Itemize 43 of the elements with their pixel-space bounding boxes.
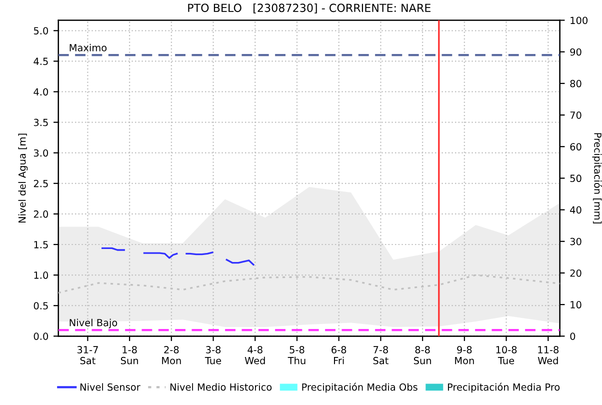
- y-tick-label: 4.0: [34, 88, 48, 96]
- y-tick-label: 0.5: [34, 302, 48, 310]
- legend-label: Nivel Sensor: [80, 383, 140, 391]
- legend-label: Nivel Medio Historico: [170, 383, 272, 391]
- y-tick-label: 3.5: [34, 118, 48, 126]
- y2-tick-label: 0: [570, 332, 576, 340]
- x-tick-label: 31-7 Sat: [77, 346, 98, 364]
- y2-tick-label: 30: [570, 238, 582, 246]
- chart-title: PTO BELO [23087230] - CORRIENTE: NARE: [188, 3, 430, 14]
- y-tick-label: 1.0: [34, 272, 48, 279]
- y2-axis-title: Precipitación [mm]: [592, 133, 602, 224]
- y2-tick-label: 90: [570, 48, 582, 56]
- x-tick-label: 11-8 Wed: [538, 346, 559, 364]
- y-tick-label: 2.0: [34, 210, 48, 218]
- x-tick-label: 7-8 Sat: [373, 346, 388, 364]
- x-tick-label: 8-8 Sun: [414, 346, 431, 364]
- x-tick-label: 9-8 Mon: [455, 346, 474, 364]
- x-tick-label: 2-8 Mon: [162, 346, 181, 364]
- y-tick-label: 2.5: [34, 180, 48, 188]
- y2-tick-label: 40: [570, 206, 582, 214]
- ref-line-label: Nivel Bajo: [70, 318, 118, 328]
- y2-tick-label: 100: [570, 16, 588, 24]
- y2-tick-label: 50: [570, 174, 582, 182]
- y2-tick-label: 60: [570, 143, 582, 150]
- y2-tick-label: 20: [570, 269, 582, 277]
- x-tick-label: 6-8 Fri: [332, 346, 346, 364]
- y-tick-label: 3.0: [34, 149, 48, 157]
- x-tick-label: 4-8 Wed: [244, 346, 265, 364]
- y2-tick-label: 80: [570, 80, 582, 88]
- ref-line-label: Maximo: [70, 44, 107, 52]
- x-tick-label: 5-8 Thu: [288, 346, 306, 364]
- x-tick-label: 3-8 Tue: [204, 346, 222, 364]
- y-tick-label: 1.5: [34, 241, 48, 248]
- x-tick-label: 10-8 Tue: [496, 346, 517, 364]
- y-axis-title: Nivel del Agua [m]: [18, 134, 28, 223]
- y2-tick-label: 70: [570, 112, 582, 119]
- y2-tick-label: 10: [570, 301, 582, 308]
- legend-label: Precipitación Media Obs: [302, 382, 418, 393]
- y-tick-label: 5.0: [34, 27, 48, 34]
- legend-label: Precipitación Media Pro: [448, 382, 560, 393]
- y-tick-label: 0.0: [34, 332, 48, 340]
- y-tick-label: 4.5: [34, 58, 48, 66]
- x-tick-label: 1-8 Sun: [120, 346, 138, 364]
